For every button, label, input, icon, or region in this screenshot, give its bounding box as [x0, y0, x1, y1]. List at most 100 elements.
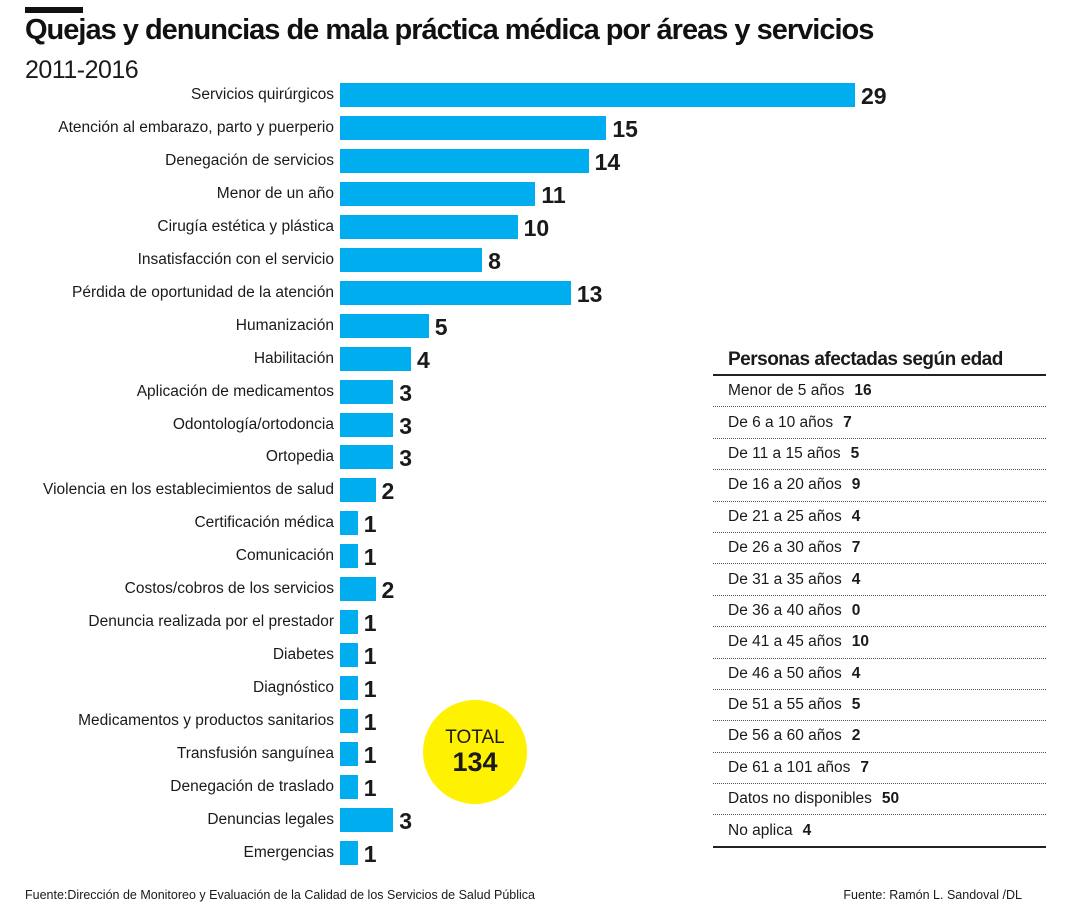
category-label: Diabetes: [272, 646, 334, 664]
bar: [340, 247, 483, 272]
age-range-label: De 16 a 20 años: [728, 476, 842, 494]
data-label: 29: [861, 83, 887, 109]
age-count: 4: [851, 507, 861, 525]
age-range-label: De 61 a 101 años: [728, 758, 851, 776]
table-row: Datos no disponibles 50: [713, 784, 1046, 816]
bar: [340, 544, 358, 569]
category-label: Humanización: [235, 316, 334, 334]
category-label: Pérdida de oportunidad de la atención: [72, 283, 334, 301]
age-count: 7: [843, 413, 852, 431]
age-range-label: De 21 a 25 años: [728, 507, 842, 525]
data-label: 11: [541, 181, 566, 208]
age-count: 4: [802, 821, 812, 839]
bar: [340, 412, 394, 437]
table-row: De 11 a 15 años 5: [713, 439, 1046, 471]
age-count: 2: [851, 727, 861, 745]
category-label: Violencia en los establecimientos de sal…: [43, 481, 334, 499]
age-count: 50: [881, 790, 900, 808]
category-label: Emergencias: [243, 843, 334, 861]
table-row: De 41 a 45 años 10: [713, 627, 1046, 659]
age-count: 0: [851, 601, 861, 619]
table-row: De 6 a 10 años 7: [713, 407, 1046, 439]
data-label: 1: [363, 774, 377, 801]
bar: [340, 115, 607, 140]
bar: [340, 181, 536, 206]
category-label: Habilitación: [253, 349, 334, 367]
age-count: 9: [851, 476, 861, 494]
category-label: Denuncias legales: [207, 810, 334, 828]
bar: [340, 148, 589, 173]
data-label: 3: [399, 379, 413, 406]
data-label: 1: [363, 742, 377, 768]
bar: [340, 577, 376, 602]
age-range-label: De 46 a 50 años: [728, 664, 842, 682]
category-label: Servicios quirúrgicos: [191, 86, 334, 103]
category-label: Comunicación: [235, 547, 334, 565]
data-label: 3: [399, 807, 413, 834]
category-label: Medicamentos y productos sanitarios: [78, 712, 334, 730]
category-label: Ortopedia: [265, 448, 334, 466]
table-row: De 61 a 101 años 7: [713, 753, 1046, 785]
age-range-label: De 56 a 60 años: [728, 727, 842, 745]
bar: [340, 840, 358, 865]
total-badge: TOTAL 134: [423, 700, 527, 804]
age-count: 5: [851, 696, 861, 714]
data-label: 4: [417, 346, 430, 373]
category-label: Aplicación de medicamentos: [136, 382, 334, 400]
table-row: De 26 a 30 años 7: [713, 533, 1046, 565]
table-row: De 21 a 25 años 4: [713, 502, 1046, 533]
category-label: Cirugía estética y plástica: [157, 217, 334, 235]
table-top-rule: [713, 374, 1046, 376]
age-count: 5: [850, 444, 860, 462]
bar: [340, 511, 358, 536]
age-range-label: Menor de 5 años: [728, 382, 845, 400]
data-label: 2: [381, 478, 395, 505]
bar: [340, 379, 394, 404]
age-range-label: De 36 a 40 años: [728, 601, 842, 619]
data-label: 5: [434, 313, 448, 340]
chart-title: Quejas y denuncias de mala práctica médi…: [25, 14, 874, 46]
data-label: 1: [363, 709, 377, 736]
table-row: De 36 a 40 años 0: [713, 596, 1046, 628]
age-table-title: Personas afectadas según edad: [728, 349, 1003, 370]
data-label: 1: [363, 840, 377, 867]
bar: [340, 478, 376, 503]
category-label: Denuncia realizada por el prestador: [88, 613, 334, 631]
age-count: 7: [860, 758, 869, 776]
age-range-label: De 26 a 30 años: [728, 539, 842, 557]
category-label: Diagnóstico: [253, 679, 334, 697]
age-range-label: De 41 a 45 años: [728, 633, 842, 651]
table-row: De 51 a 55 años 5: [713, 690, 1046, 722]
bar: [340, 280, 571, 305]
data-label: 3: [399, 412, 413, 439]
data-label: 8: [488, 247, 501, 274]
data-label: 3: [399, 445, 413, 472]
age-count: 16: [854, 382, 872, 400]
table-row: De 46 a 50 años 4: [713, 659, 1046, 690]
data-label: 10: [523, 214, 550, 241]
source-note: Fuente:Dirección de Monitoreo y Evaluaci…: [25, 888, 536, 902]
category-label: Menor de un año: [216, 184, 334, 202]
data-label: 1: [363, 643, 377, 670]
bar: [340, 643, 358, 668]
bar: [340, 676, 358, 701]
age-count: 10: [851, 633, 870, 651]
data-label: 1: [363, 511, 377, 538]
data-label: 1: [363, 610, 377, 637]
table-row: De 16 a 20 años 9: [713, 470, 1046, 502]
age-range-label: Datos no disponibles: [728, 790, 872, 808]
data-label: 13: [576, 280, 603, 307]
age-range-label: De 31 a 35 años: [728, 570, 842, 588]
title-accent-bar: [25, 7, 83, 13]
total-label: TOTAL: [445, 727, 505, 748]
category-label: Denegación de servicios: [165, 151, 334, 169]
category-label: Atención al embarazo, parto y puerperio: [58, 118, 334, 136]
data-label: 1: [363, 676, 377, 703]
bar: [340, 346, 412, 371]
bar: [340, 610, 358, 635]
data-label: 15: [612, 115, 638, 142]
bar: [340, 807, 394, 832]
bar: [340, 83, 855, 107]
data-label: 2: [381, 577, 395, 604]
